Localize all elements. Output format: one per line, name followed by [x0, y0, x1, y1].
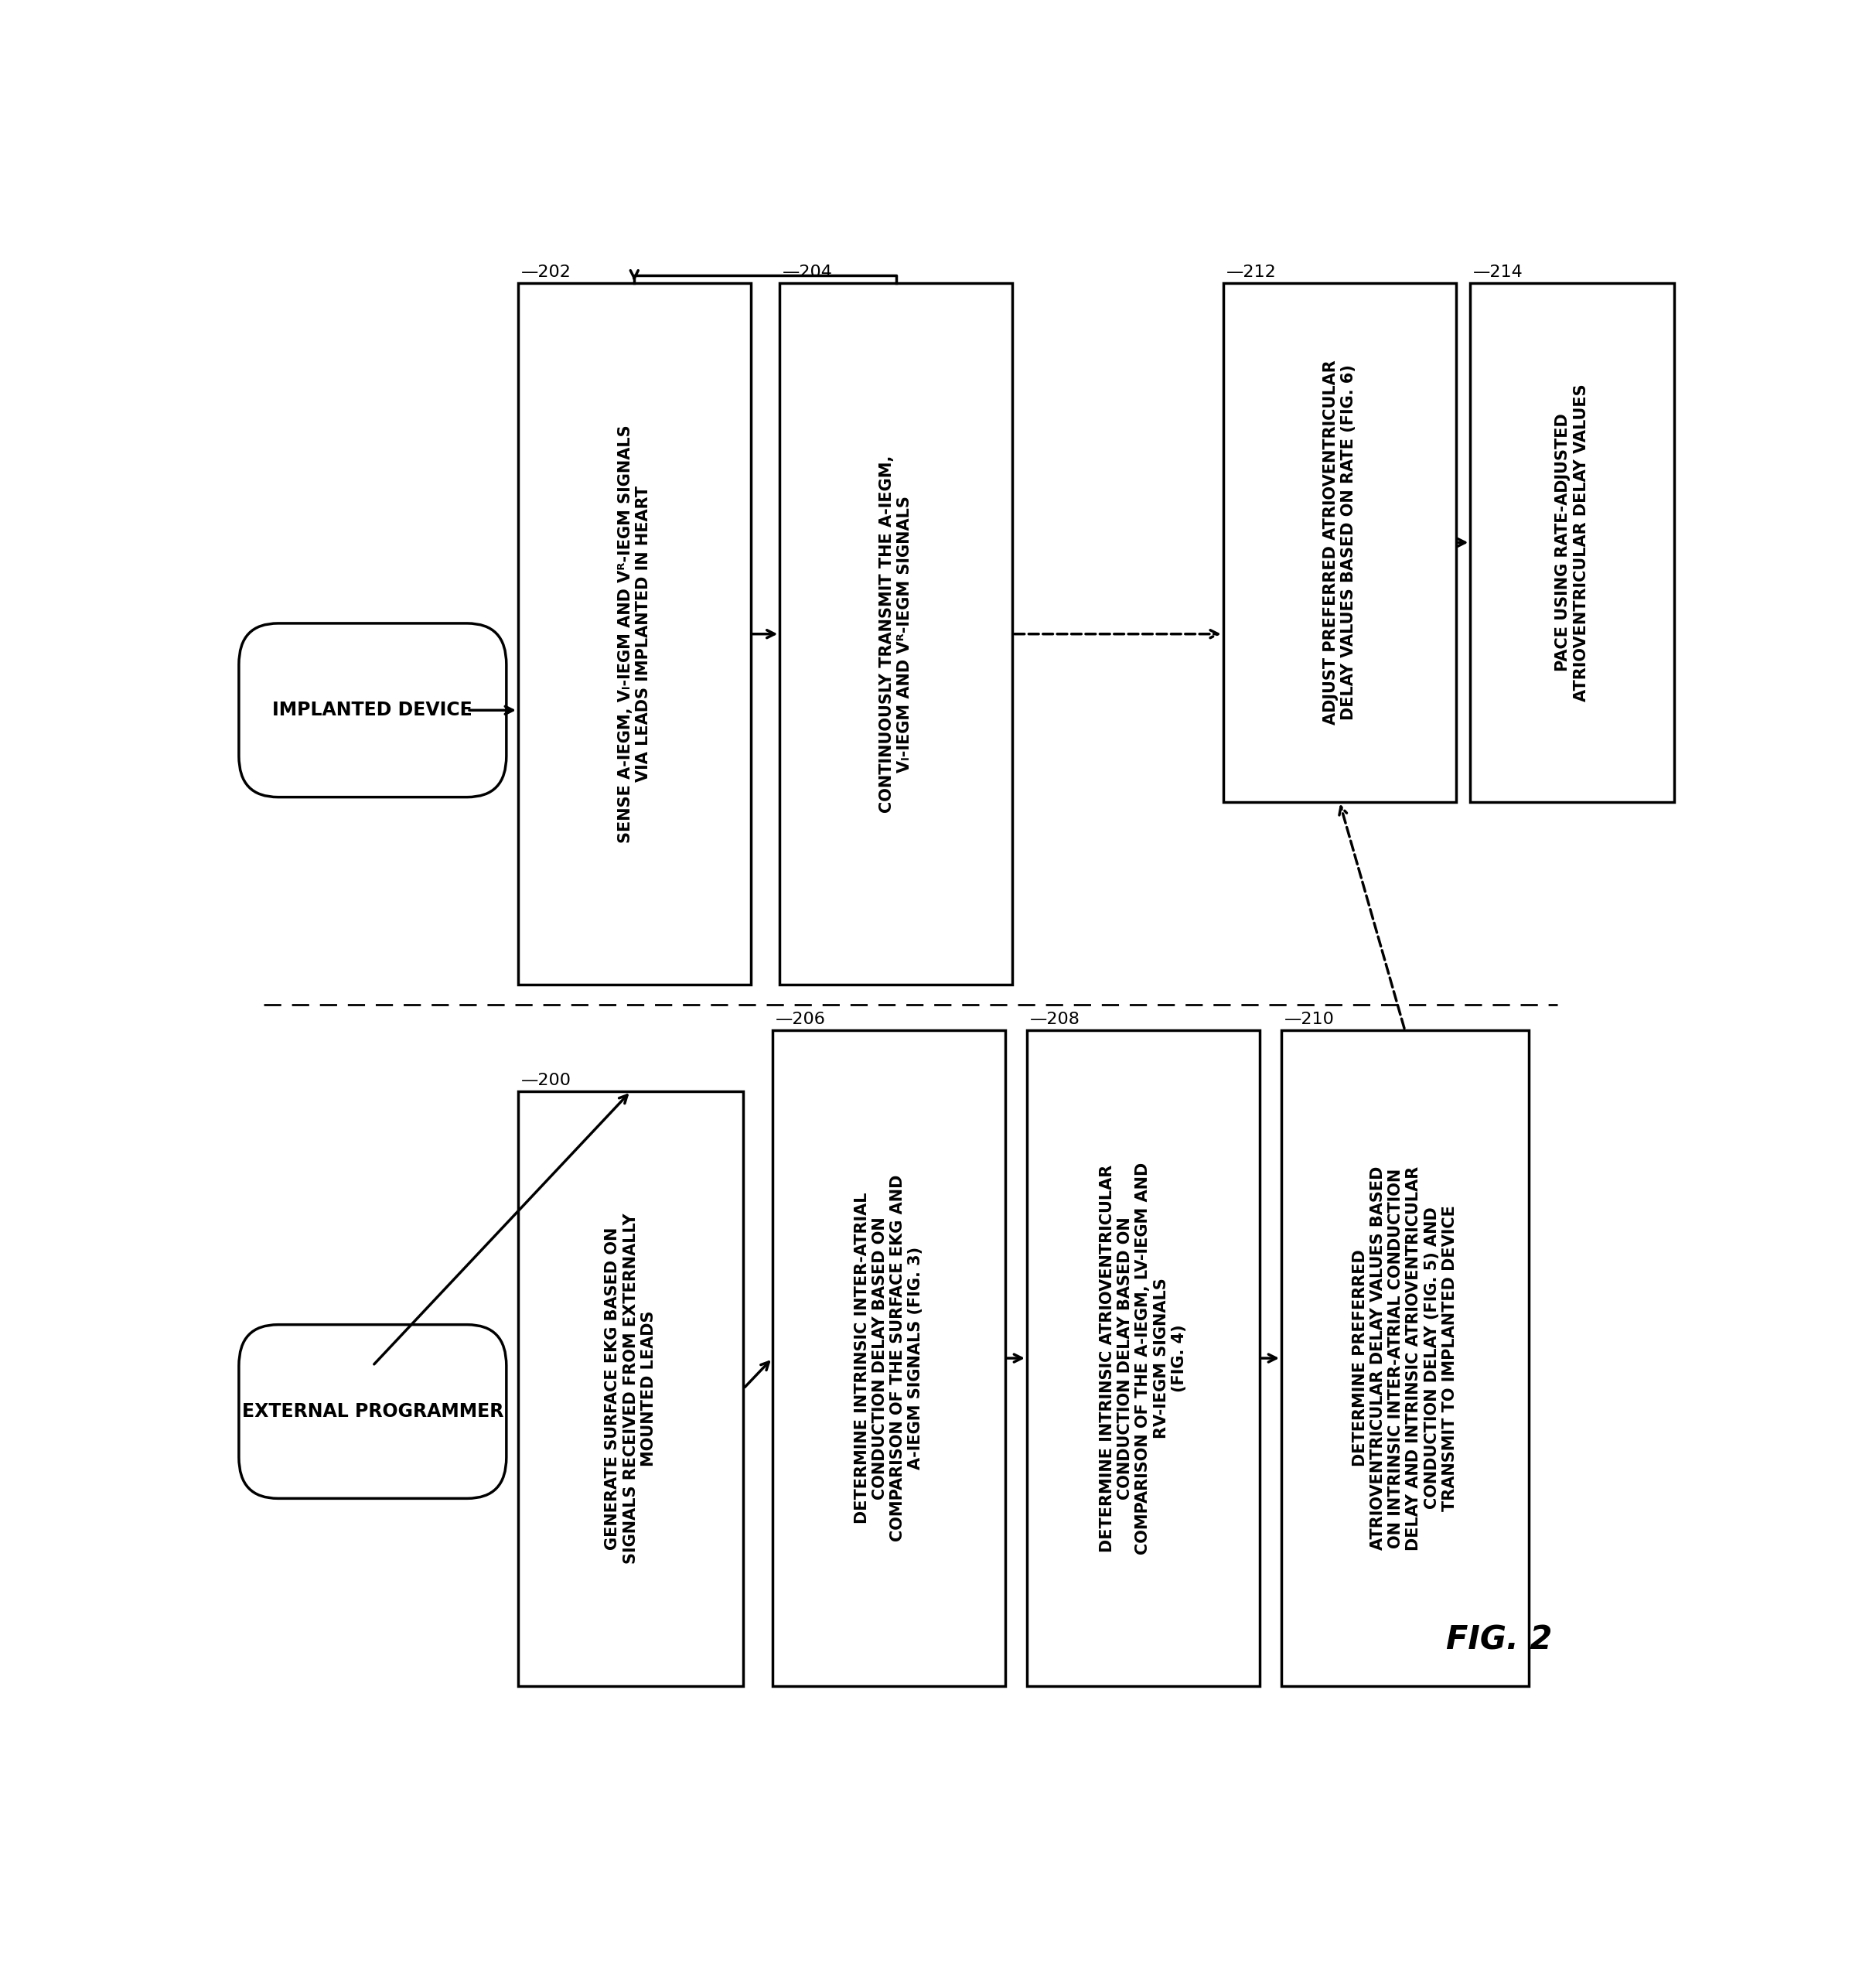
- Bar: [518, 283, 750, 984]
- Text: DETERMINE INTRINSIC INTER-ATRIAL
CONDUCTION DELAY BASED ON
COMPARISON OF THE SUR: DETERMINE INTRINSIC INTER-ATRIAL CONDUCT…: [854, 1174, 923, 1542]
- Text: —202: —202: [522, 265, 570, 281]
- FancyBboxPatch shape: [238, 624, 507, 798]
- FancyBboxPatch shape: [238, 1325, 507, 1499]
- Text: —212: —212: [1227, 265, 1276, 281]
- Text: —200: —200: [522, 1073, 570, 1089]
- Text: CONTINUOUSLY TRANSMIT THE A-IEGM,
Vₗ-IEGM AND Vᴿ-IEGM SIGNALS: CONTINUOUSLY TRANSMIT THE A-IEGM, Vₗ-IEG…: [880, 455, 914, 814]
- Bar: [1026, 1030, 1259, 1687]
- Text: —208: —208: [1030, 1012, 1081, 1028]
- Bar: [1223, 283, 1456, 802]
- Bar: [518, 1091, 743, 1687]
- Text: IMPLANTED DEVICE: IMPLANTED DEVICE: [272, 701, 473, 719]
- Text: DETERMINE PREFERRED
ATRIOVENTRICULAR DELAY VALUES BASED
ON INTRINSIC INTER-ATRIA: DETERMINE PREFERRED ATRIOVENTRICULAR DEL…: [1353, 1166, 1458, 1550]
- Text: FIG. 2: FIG. 2: [1446, 1624, 1553, 1657]
- Text: PACE USING RATE-ADJUSTED
ATRIOVENTRICULAR DELAY VALUES: PACE USING RATE-ADJUSTED ATRIOVENTRICULA…: [1555, 384, 1589, 701]
- Text: —204: —204: [782, 265, 833, 281]
- Bar: [1471, 283, 1673, 802]
- Text: —210: —210: [1285, 1012, 1334, 1028]
- Bar: [1281, 1030, 1529, 1687]
- Text: EXTERNAL PROGRAMMER: EXTERNAL PROGRAMMER: [242, 1402, 503, 1422]
- Text: SENSE A-IEGM, Vₗ-IEGM AND Vᴿ-IEGM SIGNALS
VIA LEADS IMPLANTED IN HEART: SENSE A-IEGM, Vₗ-IEGM AND Vᴿ-IEGM SIGNAL…: [617, 426, 651, 843]
- Text: GENERATE SURFACE EKG BASED ON
SIGNALS RECEIVED FROM EXTERNALLY
MOUNTED LEADS: GENERATE SURFACE EKG BASED ON SIGNALS RE…: [606, 1214, 657, 1564]
- Text: ADJUST PREFERRED ATRIOVENTRICULAR
DELAY VALUES BASED ON RATE (FIG. 6): ADJUST PREFERRED ATRIOVENTRICULAR DELAY …: [1323, 360, 1356, 725]
- Bar: [773, 1030, 1006, 1687]
- Text: DETERMINE INTRINSIC ATRIOVENTRICULAR
CONDUCTION DELAY BASED ON
COMPARISON OF THE: DETERMINE INTRINSIC ATRIOVENTRICULAR CON…: [1099, 1162, 1188, 1554]
- Text: —214: —214: [1473, 265, 1523, 281]
- Text: —206: —206: [775, 1012, 825, 1028]
- Bar: [780, 283, 1013, 984]
